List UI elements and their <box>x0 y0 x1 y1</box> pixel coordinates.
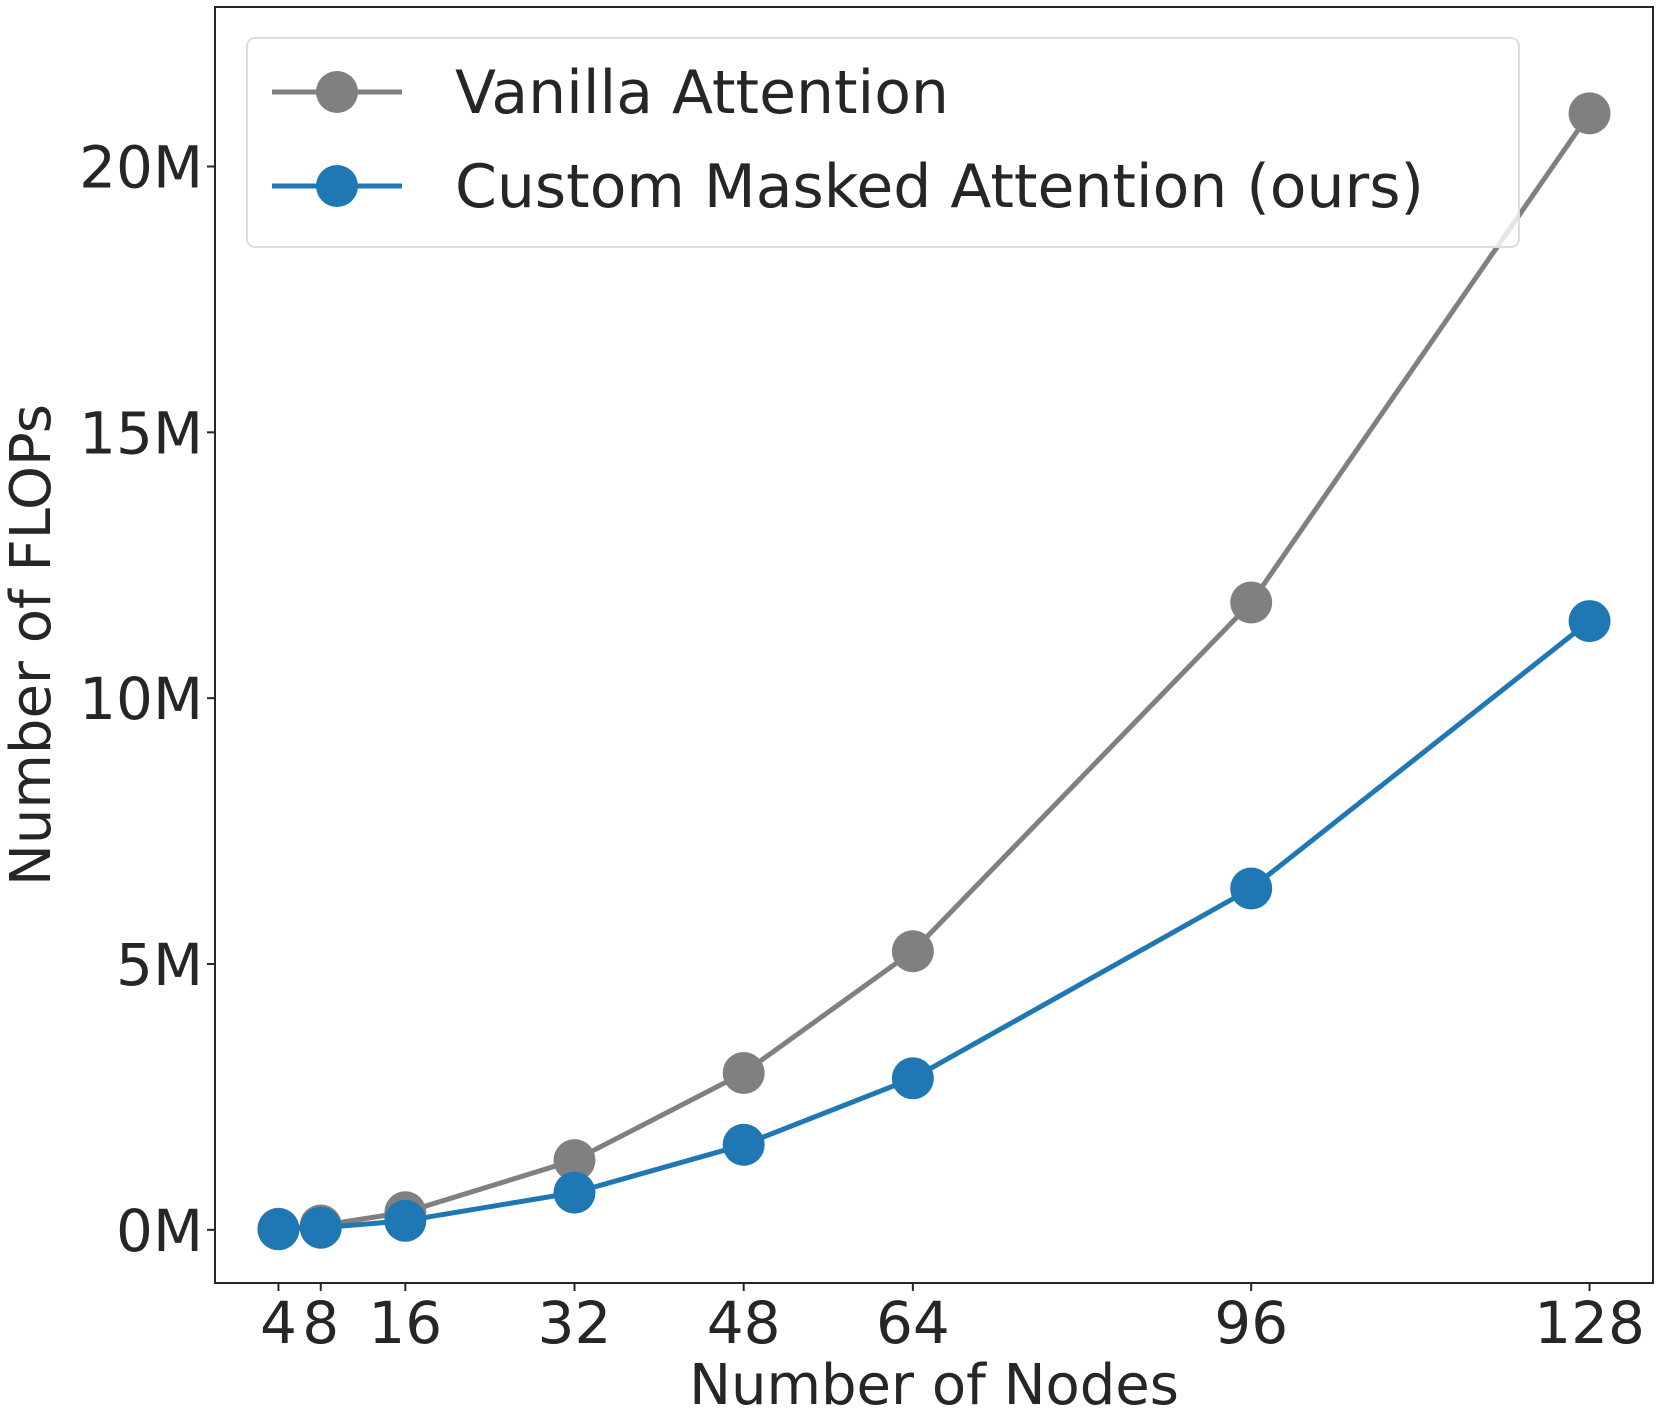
data-point-series1-0 <box>257 1208 300 1251</box>
x-tick-label: 16 <box>368 1289 442 1357</box>
data-point-series1-2 <box>384 1199 427 1242</box>
y-tick-label: 10M <box>79 665 203 733</box>
series-line-1 <box>275 618 1593 1232</box>
data-point-series1-4 <box>722 1123 765 1166</box>
data-point-series1-1 <box>299 1206 342 1249</box>
y-tick-label: 20M <box>79 134 203 202</box>
x-axis-label: Number of Nodes <box>689 1353 1179 1418</box>
x-tick-label: 48 <box>707 1289 781 1357</box>
y-axis-ticks: 0M 5M 10M 15M 20M <box>79 134 215 1265</box>
legend-entry-custom-masked: Custom Masked Attention (ours) <box>455 152 1424 222</box>
y-tick-label: 5M <box>116 931 203 999</box>
legend-marker-vanilla <box>316 71 358 113</box>
data-point-series0-4 <box>722 1051 765 1094</box>
x-tick-label: 32 <box>538 1289 612 1357</box>
legend-entry-vanilla: Vanilla Attention <box>455 58 949 128</box>
data-point-series0-5 <box>891 930 934 973</box>
data-point-series1-7 <box>1568 600 1611 643</box>
series-markers-layer <box>257 92 1611 1251</box>
x-tick-label: 8 <box>302 1289 339 1357</box>
legend-box <box>246 37 1520 248</box>
x-axis-ticks: 4 8 16 32 48 64 96 128 <box>260 1283 1645 1357</box>
y-tick-label: 0M <box>116 1197 203 1265</box>
data-point-series0-6 <box>1230 581 1273 624</box>
x-tick-label: 96 <box>1214 1289 1288 1357</box>
x-tick-label: 4 <box>260 1289 297 1357</box>
x-tick-label: 64 <box>876 1289 950 1357</box>
series-lines-layer <box>275 110 1593 1232</box>
data-point-series1-3 <box>553 1171 596 1214</box>
legend: Vanilla Attention Custom Masked Attentio… <box>246 37 1520 248</box>
y-axis-label: Number of FLOPs <box>0 404 64 886</box>
legend-marker-custom-masked <box>316 165 358 207</box>
x-tick-label: 128 <box>1534 1289 1645 1357</box>
data-point-series1-6 <box>1230 867 1273 910</box>
y-tick-label: 15M <box>79 399 203 467</box>
data-point-series1-5 <box>891 1057 934 1100</box>
series-line-0 <box>275 110 1593 1232</box>
data-point-series0-7 <box>1568 92 1611 135</box>
data-point-series0-3 <box>553 1139 596 1182</box>
plot-area-frame <box>214 6 1654 1284</box>
